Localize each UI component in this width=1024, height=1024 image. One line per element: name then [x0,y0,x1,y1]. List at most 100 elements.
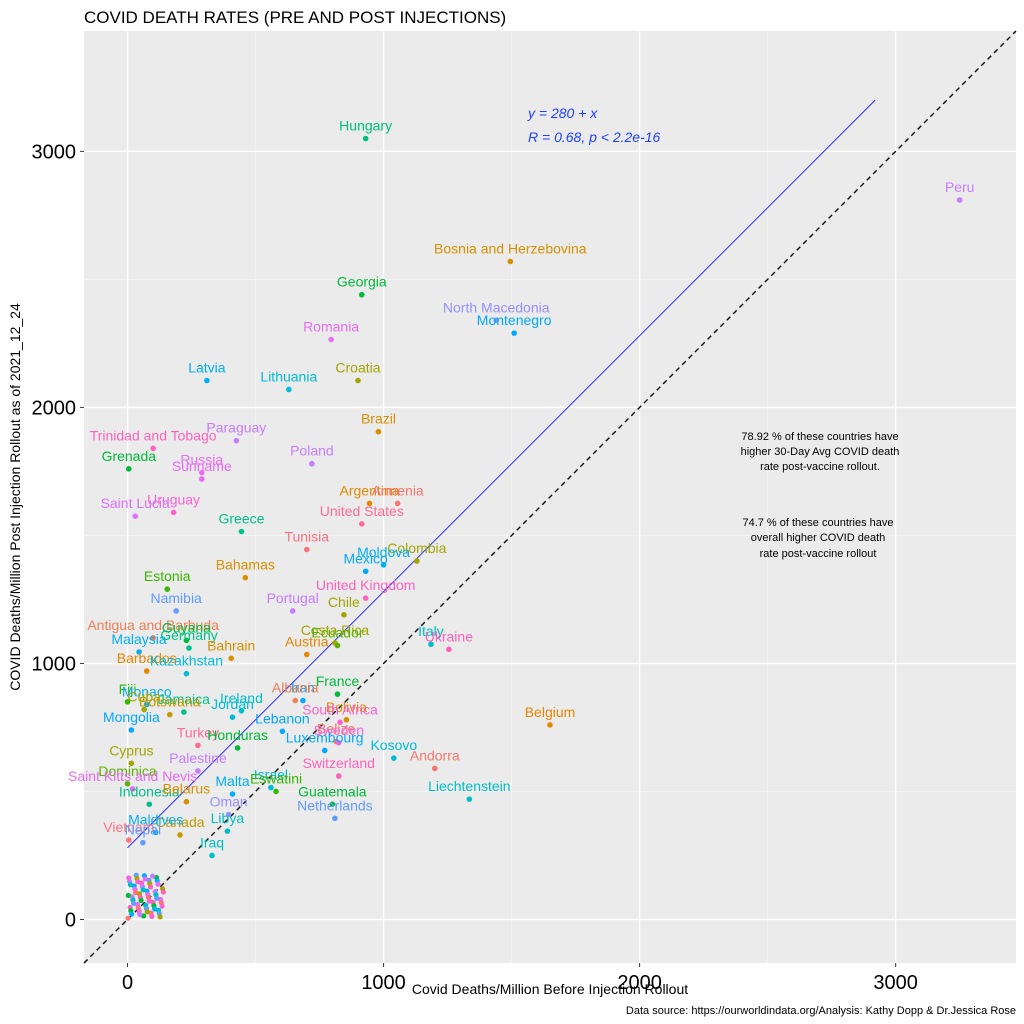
point-label: Brazil [361,411,396,427]
point-label: Bolivia [326,699,367,715]
point-label: Trinidad and Tobago [90,427,217,443]
point-label: Switzerland [303,755,375,771]
reference-lines [83,30,1017,964]
point-label: France [316,673,360,689]
data-point-cluster [155,881,161,887]
point-label: Barbados [117,650,177,666]
point-label: Tunisia [284,528,329,544]
point-label: Chile [328,594,360,610]
data-point [431,765,438,772]
data-point [136,649,142,655]
y-tick-label: 3000 [32,141,77,163]
data-point [183,798,190,805]
data-point-cluster [149,913,155,920]
point-label: Germany [160,627,218,643]
data-point-cluster [150,873,156,879]
data-point-cluster [127,882,133,888]
note2-line3: rate post-vaccine rollout [760,548,877,560]
point-label: Moldova [357,544,410,560]
point-label: Eswatini [250,770,302,786]
data-point [186,645,192,651]
point-label: Guyana [162,619,211,635]
point-label: Fiji [119,681,137,697]
point-label: Peru [945,179,975,195]
data-point-cluster [144,909,150,915]
data-point [166,711,173,718]
note1-line1: 78.92 % of these countries have [741,431,898,443]
data-point [146,801,153,808]
point-label: Lithuania [260,368,317,384]
data-point [956,197,963,203]
point-label: Maldives [128,811,183,827]
data-point [289,608,296,614]
data-point-cluster [140,887,146,893]
point-label: Kosovo [370,737,417,753]
data-source: Data source: https://ourworldindata.org/… [626,1005,1016,1017]
point-label: Paraguay [206,420,266,436]
point-label: Latvia [188,360,226,376]
point-label: Guatemala [298,783,367,799]
regression-line [127,99,876,849]
point-label: Albania [272,680,319,696]
point-label: Greece [219,511,265,527]
point-label: Grenada [102,448,157,464]
point-label: South Africa [302,701,378,717]
point-label: Cuba [127,689,161,705]
scatter-points [124,135,963,921]
data-point [198,476,205,482]
point-label: Turkey [177,724,219,740]
data-point [150,445,156,452]
point-label: Malaysia [111,631,166,647]
data-point [198,469,205,476]
data-point [181,709,187,715]
point-label: Saint Lucia [101,495,170,511]
data-point [446,646,452,653]
data-point [195,768,201,774]
point-label: Ecuador [311,625,363,641]
data-point [279,728,286,735]
point-label: Russia [180,452,223,468]
data-point [414,558,420,564]
note1-line3: rate post-vaccine rollout. [760,461,880,473]
point-label: Liechtenstein [428,778,511,794]
regression-equation: y = 280 + x [527,105,598,121]
data-point-cluster [138,897,144,904]
note2-line1: 74.7 % of these countries have [742,517,893,529]
data-point [129,786,136,792]
data-point-cluster [131,900,137,906]
data-point [124,699,131,705]
data-point [332,815,338,822]
data-point [140,839,146,846]
data-point [321,747,328,754]
point-label: Romania [303,319,359,335]
point-label: Mexico [343,550,388,566]
point-label: Poland [290,443,334,459]
identity-line [83,30,1017,964]
point-label: Malta [215,773,249,789]
data-point [329,801,336,808]
point-label: Belarus [163,781,210,797]
point-label: Ireland [220,690,263,706]
data-point [173,608,179,614]
point-label: Jamaica [158,691,210,707]
point-label: Vietnam [103,819,154,835]
point-label: Antigua and Barbuda [87,617,219,633]
data-point [309,460,315,467]
point-label: Estonia [144,568,191,584]
data-point [143,668,150,674]
point-label: North Macedonia [443,299,550,315]
data-point-cluster [160,889,166,895]
point-label: Monaco [122,683,172,699]
y-axis-title: COVID Deaths/Million Post Injection Roll… [7,303,23,691]
data-point-cluster [146,898,152,904]
point-label: Georgia [337,274,387,290]
data-point [225,811,232,818]
data-point-cluster [137,912,143,918]
point-label: Indonesia [119,783,180,799]
data-point [143,701,150,708]
data-point [238,528,245,535]
point-label: Namibia [150,590,202,606]
point-label: Argentina [340,482,400,498]
data-point [183,637,190,644]
